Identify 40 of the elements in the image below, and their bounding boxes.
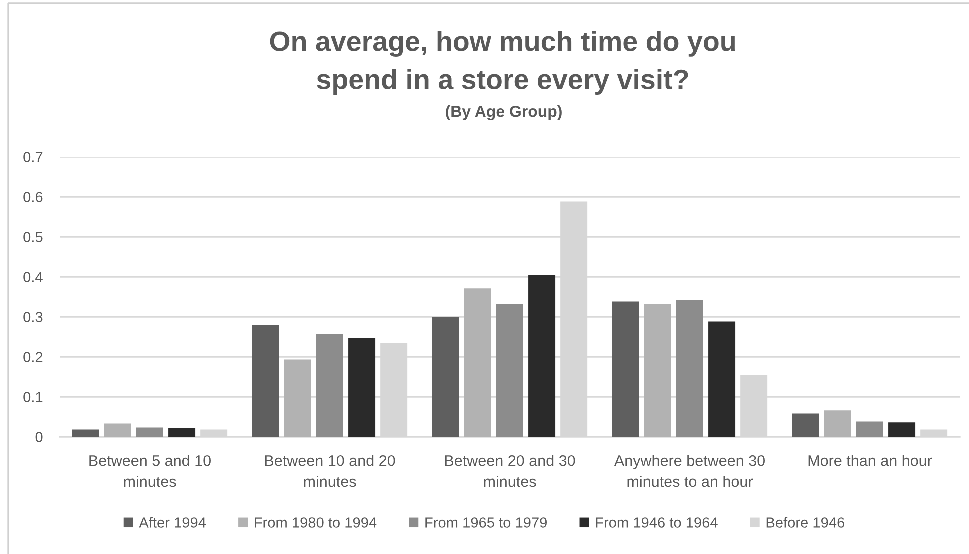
- legend-label: From 1965 to 1979: [426, 518, 547, 528]
- x-tick-label: Between 10 and 20 minutes: [265, 455, 396, 488]
- x-tick-label: Between 5 and 10 minutes: [90, 455, 211, 488]
- bar: [136, 428, 164, 437]
- x-tick-label: Anywhere between 30 minutes to an hour: [614, 455, 765, 488]
- chart-subtitle: (By Age Group): [446, 106, 562, 120]
- bar: [348, 338, 376, 437]
- legend-label: After 1994: [139, 517, 206, 528]
- bar: [284, 360, 312, 437]
- bar: [528, 275, 556, 437]
- y-tick-label: 0: [36, 432, 43, 442]
- y-tick-label: 0.1: [24, 392, 43, 402]
- bar: [792, 414, 820, 437]
- y-tick-label: 0.3: [24, 312, 43, 322]
- x-tick-label: Between 20 and 30 minutes: [445, 455, 576, 488]
- bar: [316, 334, 344, 437]
- bar: [432, 317, 460, 437]
- bar: [888, 422, 916, 437]
- bar: [72, 430, 100, 437]
- bar: [708, 322, 736, 437]
- legend-label: From 1946 to 1964: [596, 518, 718, 528]
- y-tick-label: 0.2: [24, 352, 43, 362]
- bar: [824, 410, 852, 437]
- bar: [252, 325, 280, 437]
- y-tick-label: 0.5: [24, 232, 43, 242]
- bar: [612, 302, 640, 437]
- legend-label: From 1980 to 1994: [255, 518, 377, 528]
- bar: [644, 304, 672, 437]
- y-tick-label: 0.4: [24, 272, 43, 282]
- y-tick-label: 0.6: [24, 192, 43, 202]
- legend-label: Before 1946: [766, 517, 845, 528]
- x-tick-label: More than an hour: [808, 455, 932, 466]
- chart-title: On average, how much time do you spend in a store every visit?: [270, 31, 736, 95]
- bar: [464, 288, 492, 437]
- bar: [496, 304, 524, 437]
- bar: [104, 424, 132, 437]
- y-tick-label: 0.7: [24, 152, 43, 162]
- bar: [168, 428, 196, 437]
- bar: [856, 422, 884, 437]
- bar: [676, 300, 704, 437]
